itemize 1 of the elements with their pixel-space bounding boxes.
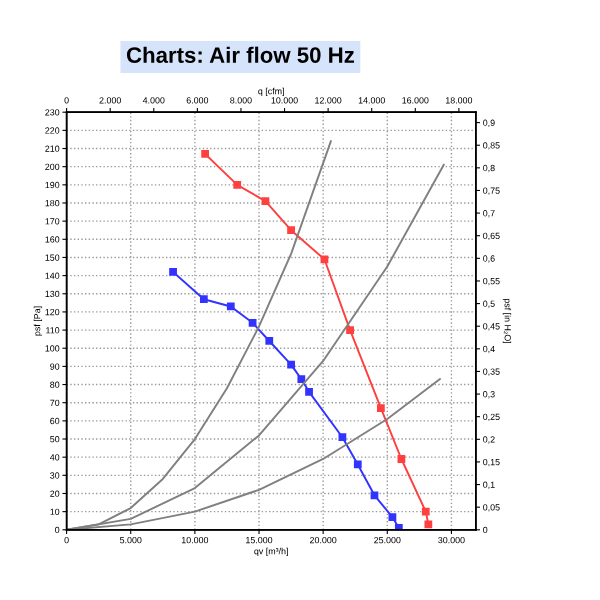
chart-title: Charts: Air flow 50 Hz bbox=[126, 46, 355, 63]
